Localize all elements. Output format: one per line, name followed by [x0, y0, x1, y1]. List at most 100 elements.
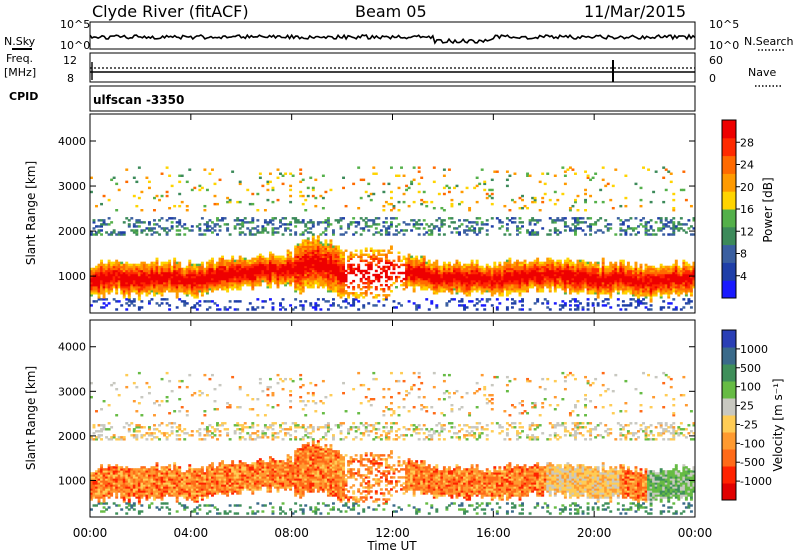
power-cell — [521, 298, 524, 300]
power-cell — [125, 262, 128, 264]
power-cell — [385, 266, 388, 268]
power-cell — [508, 219, 511, 221]
power-cell — [393, 217, 396, 219]
power-cell — [602, 300, 605, 302]
power-cell — [519, 207, 522, 209]
power-cell — [266, 181, 269, 183]
power-cell — [352, 254, 355, 256]
power-cell — [536, 231, 539, 233]
power-cell — [382, 221, 385, 223]
freq-panel-frame — [90, 53, 695, 82]
power-cell — [539, 219, 542, 221]
power-cell — [544, 183, 547, 185]
power-cell — [584, 233, 587, 235]
power-cell — [181, 300, 184, 302]
power-cell — [410, 229, 413, 231]
power-cell — [665, 266, 668, 268]
noise-tick-low-right: 10^0 — [709, 39, 739, 52]
power-cell — [181, 225, 184, 227]
power-cell — [410, 181, 413, 183]
power-cell — [521, 304, 524, 306]
power-cell — [115, 308, 118, 310]
power-cell — [93, 300, 96, 302]
power-cell — [521, 207, 524, 209]
power-cell — [556, 199, 559, 201]
power-cell — [166, 298, 169, 300]
power-cell — [647, 168, 650, 170]
power-cell — [443, 219, 446, 221]
power-cell — [380, 284, 383, 286]
power-cell — [236, 308, 239, 310]
power-cell — [176, 229, 179, 231]
power-cell — [387, 183, 390, 185]
power-cell — [443, 187, 446, 189]
power-cell — [635, 262, 638, 264]
power-cell — [151, 298, 154, 300]
power-cell — [511, 302, 514, 304]
power-cell — [249, 221, 252, 223]
power-cell — [594, 262, 597, 264]
power-cell — [498, 302, 501, 304]
power-cell — [506, 171, 509, 173]
power-cell — [393, 260, 396, 262]
power-cell — [458, 203, 461, 205]
power-cell — [234, 225, 237, 227]
power-cell — [372, 250, 375, 252]
power-cell — [208, 300, 211, 302]
power-cell — [153, 227, 156, 229]
power-cell — [408, 205, 411, 207]
power-cell — [148, 300, 151, 302]
power-cell — [259, 173, 262, 175]
power-cell — [216, 203, 219, 205]
power-cell — [370, 280, 373, 282]
power-cell — [385, 280, 388, 282]
power-cell — [478, 183, 481, 185]
power-cell — [516, 233, 519, 235]
power-cell — [385, 217, 388, 219]
power-cell — [398, 302, 401, 304]
power-cell — [519, 217, 522, 219]
power-cell — [476, 308, 479, 310]
power-cell — [317, 298, 320, 300]
freq-tick-8: 8 — [67, 72, 74, 85]
power-cell — [534, 197, 537, 199]
power-cell — [647, 221, 650, 223]
power-cell — [367, 276, 370, 278]
power-cell — [208, 173, 211, 175]
power-cell — [395, 276, 398, 278]
power-cell — [193, 264, 196, 266]
power-cell — [450, 266, 453, 268]
power-cell — [103, 302, 106, 304]
power-cell — [486, 197, 489, 199]
power-cell — [582, 260, 585, 262]
power-cell — [675, 225, 678, 227]
power-cell — [624, 308, 627, 310]
power-cell — [521, 225, 524, 227]
power-cell — [211, 221, 214, 223]
power-cell — [387, 250, 390, 252]
power-cell — [133, 304, 136, 306]
power-cell — [259, 177, 262, 179]
power-cell — [539, 209, 542, 211]
power-cell — [350, 282, 353, 284]
power-cell — [612, 264, 615, 266]
power-cell — [279, 219, 282, 221]
power-cell — [418, 166, 421, 168]
power-cell — [224, 260, 227, 262]
power-cell — [299, 195, 302, 197]
power-cell — [466, 229, 469, 231]
power-cell — [208, 225, 211, 227]
power-cell — [118, 189, 121, 191]
nave-label: Nave — [748, 66, 776, 79]
power-cell — [387, 294, 390, 296]
power-cell — [433, 262, 436, 264]
power-cell — [393, 233, 396, 235]
power-cell — [471, 260, 474, 262]
power-cell — [682, 171, 685, 173]
power-cell — [226, 308, 229, 310]
power-cell — [367, 302, 370, 304]
power-cell — [125, 168, 128, 170]
power-cell — [569, 300, 572, 302]
power-cell — [456, 231, 459, 233]
